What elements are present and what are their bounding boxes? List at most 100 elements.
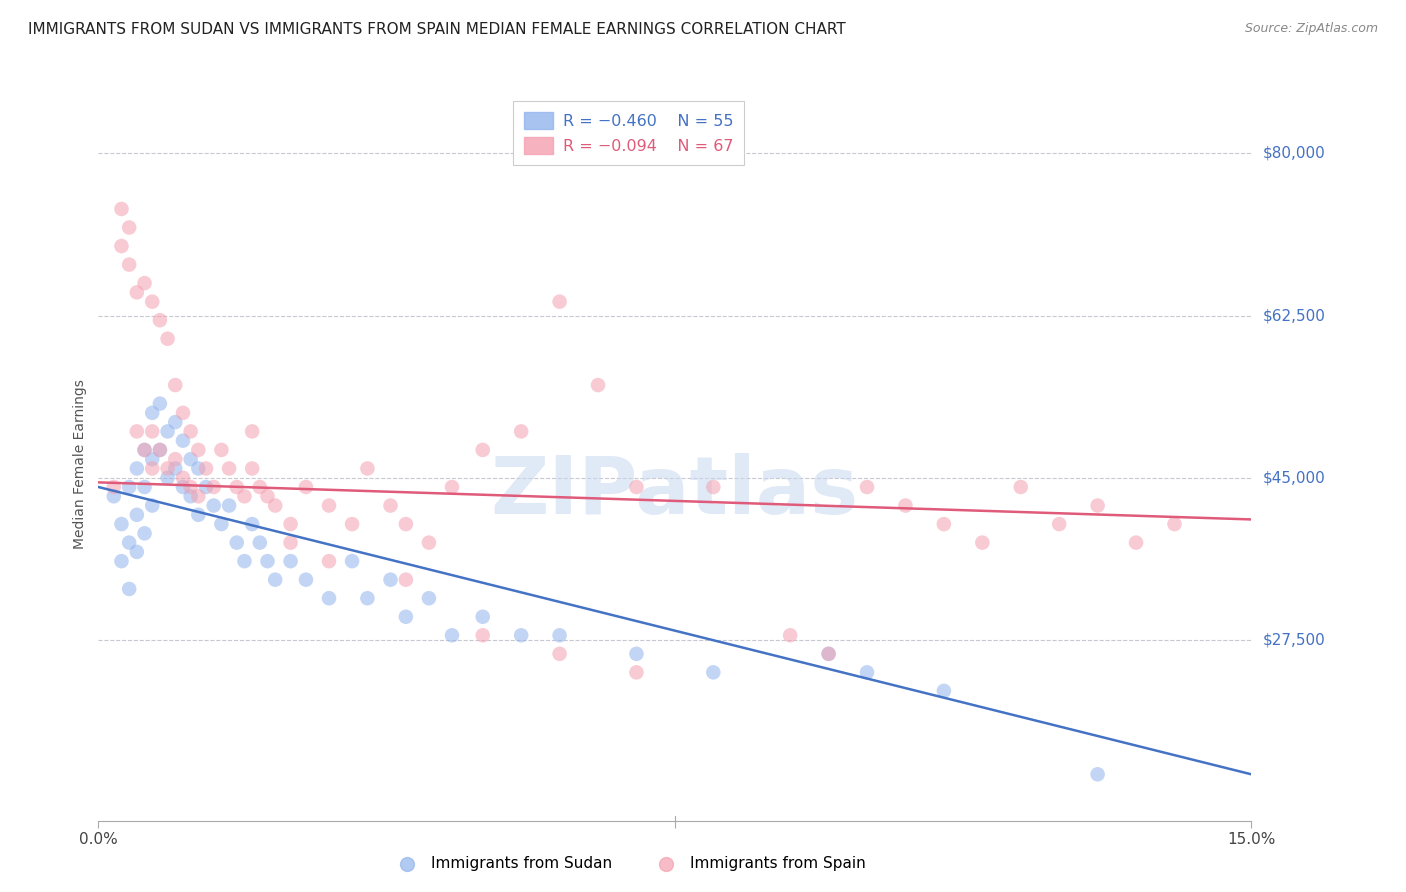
Point — [125, 425, 148, 439]
Point — [149, 313, 172, 327]
Point — [141, 294, 163, 309]
Point — [110, 202, 132, 216]
Point — [118, 480, 141, 494]
Point — [240, 425, 263, 439]
Point — [318, 591, 340, 606]
Point — [187, 442, 209, 457]
Point — [418, 591, 440, 606]
Point — [149, 442, 172, 457]
Point — [165, 461, 187, 475]
Point — [318, 499, 340, 513]
Legend: Immigrants from Sudan, Immigrants from Spain: Immigrants from Sudan, Immigrants from S… — [385, 850, 872, 877]
Point — [1047, 517, 1070, 532]
Point — [180, 452, 202, 467]
Point — [118, 582, 141, 596]
Point — [702, 665, 724, 680]
Text: $62,500: $62,500 — [1263, 308, 1326, 323]
Point — [156, 461, 179, 475]
Point — [180, 480, 202, 494]
Point — [172, 434, 194, 448]
Point — [256, 554, 278, 568]
Point — [103, 480, 125, 494]
Point — [1163, 517, 1185, 532]
Point — [149, 396, 172, 410]
Text: $45,000: $45,000 — [1263, 470, 1326, 485]
Point — [233, 554, 256, 568]
Point — [187, 489, 209, 503]
Point — [103, 489, 125, 503]
Point — [471, 628, 494, 642]
Point — [548, 628, 571, 642]
Point — [295, 573, 318, 587]
Point — [125, 545, 148, 559]
Point — [340, 517, 363, 532]
Point — [295, 480, 318, 494]
Point — [202, 480, 225, 494]
Point — [626, 480, 648, 494]
Point — [118, 220, 141, 235]
Point — [165, 378, 187, 392]
Point — [165, 415, 187, 429]
Point — [172, 480, 194, 494]
Point — [240, 461, 263, 475]
Text: ZIPatlas: ZIPatlas — [491, 453, 859, 532]
Point — [125, 285, 148, 300]
Text: IMMIGRANTS FROM SUDAN VS IMMIGRANTS FROM SPAIN MEDIAN FEMALE EARNINGS CORRELATIO: IMMIGRANTS FROM SUDAN VS IMMIGRANTS FROM… — [28, 22, 846, 37]
Point — [256, 489, 278, 503]
Point — [380, 573, 402, 587]
Point — [125, 461, 148, 475]
Point — [134, 480, 156, 494]
Point — [510, 425, 533, 439]
Point — [340, 554, 363, 568]
Point — [141, 461, 163, 475]
Point — [1087, 767, 1109, 781]
Point — [779, 628, 801, 642]
Point — [395, 609, 418, 624]
Text: Source: ZipAtlas.com: Source: ZipAtlas.com — [1244, 22, 1378, 36]
Point — [149, 442, 172, 457]
Point — [626, 647, 648, 661]
Point — [134, 276, 156, 290]
Point — [264, 499, 287, 513]
Point — [180, 425, 202, 439]
Text: $80,000: $80,000 — [1263, 146, 1326, 161]
Point — [932, 684, 955, 698]
Point — [972, 535, 994, 549]
Point — [125, 508, 148, 522]
Point — [1125, 535, 1147, 549]
Point — [202, 499, 225, 513]
Point — [225, 480, 247, 494]
Point — [187, 508, 209, 522]
Point — [356, 461, 378, 475]
Point — [172, 471, 194, 485]
Text: $27,500: $27,500 — [1263, 632, 1326, 648]
Point — [110, 517, 132, 532]
Point — [856, 665, 879, 680]
Point — [586, 378, 609, 392]
Point — [548, 647, 571, 661]
Point — [218, 499, 240, 513]
Point — [356, 591, 378, 606]
Point — [395, 517, 418, 532]
Point — [209, 517, 232, 532]
Point — [440, 628, 463, 642]
Point — [1087, 499, 1109, 513]
Point — [702, 480, 724, 494]
Point — [240, 517, 263, 532]
Point — [156, 425, 179, 439]
Point — [471, 442, 494, 457]
Point — [225, 535, 247, 549]
Point — [380, 499, 402, 513]
Point — [318, 554, 340, 568]
Point — [141, 406, 163, 420]
Point — [118, 535, 141, 549]
Point — [180, 489, 202, 503]
Point — [233, 489, 256, 503]
Point — [626, 665, 648, 680]
Y-axis label: Median Female Earnings: Median Female Earnings — [73, 379, 87, 549]
Point — [280, 535, 302, 549]
Point — [249, 480, 271, 494]
Point — [110, 554, 132, 568]
Point — [141, 499, 163, 513]
Point — [134, 442, 156, 457]
